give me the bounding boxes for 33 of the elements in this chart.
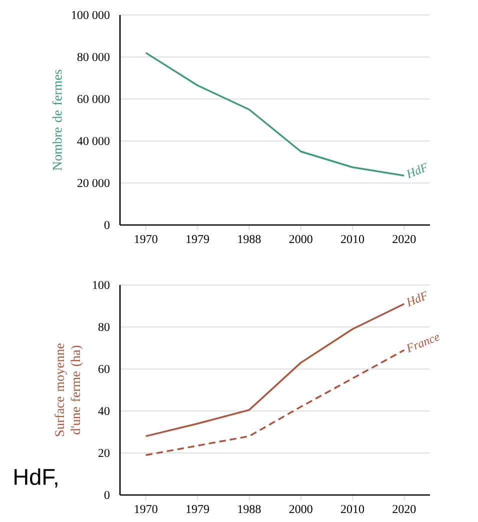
y-tick-label: 100 000 <box>72 10 110 20</box>
y-axis-title: Nombre de fermes <box>52 70 62 170</box>
x-tick-label: 1988 <box>238 505 261 514</box>
text: HdF <box>406 162 426 178</box>
x-tick-label: 2010 <box>341 235 364 244</box>
x-tick-label: 1979 <box>186 505 209 514</box>
text: France <box>406 334 440 353</box>
y-tick-label: 100 <box>93 280 110 290</box>
y-tick-label: 40 000 <box>77 136 110 146</box>
line-series <box>144 349 406 456</box>
y-tick-label: 60 <box>98 364 110 374</box>
x-tick-label: 1979 <box>186 235 209 244</box>
y-tick-label: 0 <box>104 490 110 500</box>
y-tick-label: 60 000 <box>77 94 110 104</box>
y-tick-label: 80 000 <box>77 52 110 62</box>
y-axis-title: Surface moyenne d'une ferme (ha) <box>54 343 83 436</box>
x-tick-label: 1970 <box>134 505 158 514</box>
text: HdF, <box>14 468 58 488</box>
y-tick-label: 20 <box>98 448 110 458</box>
x-tick-label: 2000 <box>289 235 312 244</box>
y-tick-label: 0 <box>104 220 110 230</box>
x-tick-label: 2000 <box>289 505 312 514</box>
y-tick-label: 40 <box>98 406 110 416</box>
x-tick-label: 2020 <box>392 235 416 244</box>
x-tick-label: 2010 <box>341 505 364 514</box>
text: HdF <box>406 291 426 307</box>
line-series <box>144 303 406 438</box>
x-tick-label: 1970 <box>134 235 158 244</box>
y-tick-label: 80 <box>98 322 110 332</box>
x-tick-label: 2020 <box>392 505 416 514</box>
y-tick-label: 20 000 <box>77 178 110 188</box>
x-tick-label: 1988 <box>238 235 261 244</box>
line-series <box>144 52 406 177</box>
